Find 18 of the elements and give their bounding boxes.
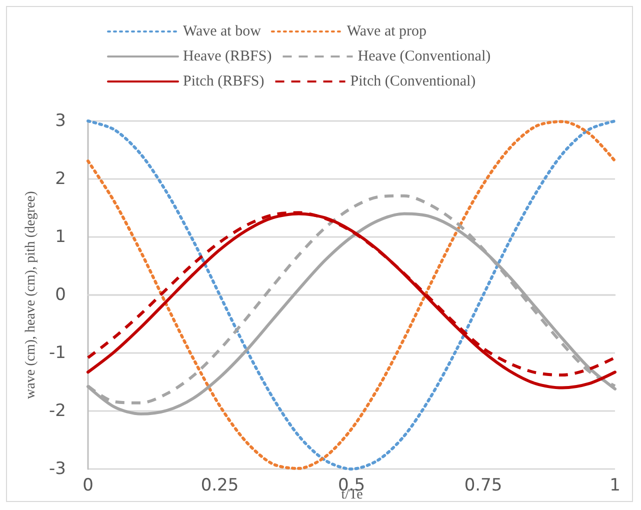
legend-label: Pitch (RBFS) <box>183 74 264 90</box>
y-tick-label: 3 <box>55 111 66 131</box>
y-tick-label: 0 <box>55 285 66 305</box>
x-tick-label: 0.75 <box>464 476 502 496</box>
x-tick-label: 0 <box>82 476 94 496</box>
x-tick-label: 0.25 <box>200 476 239 496</box>
legend-label: Pitch (Conventional) <box>350 74 476 90</box>
y-tick-label: 2 <box>55 169 66 189</box>
y-tick-label: -1 <box>49 343 66 363</box>
y-axis-title: wave (cm), heave (cm), pith (degree) <box>24 190 39 399</box>
legend-label: Wave at prop <box>346 24 427 40</box>
legend-label: Wave at bow <box>183 24 262 40</box>
legend-label: Heave (Conventional) <box>358 48 491 64</box>
y-tick-label: -2 <box>49 401 66 421</box>
legend-label: Heave (RBFS) <box>183 48 272 64</box>
y-tick-label: -3 <box>49 459 66 479</box>
y-tick-label: 1 <box>55 227 66 247</box>
x-tick-label: 1 <box>610 476 620 496</box>
